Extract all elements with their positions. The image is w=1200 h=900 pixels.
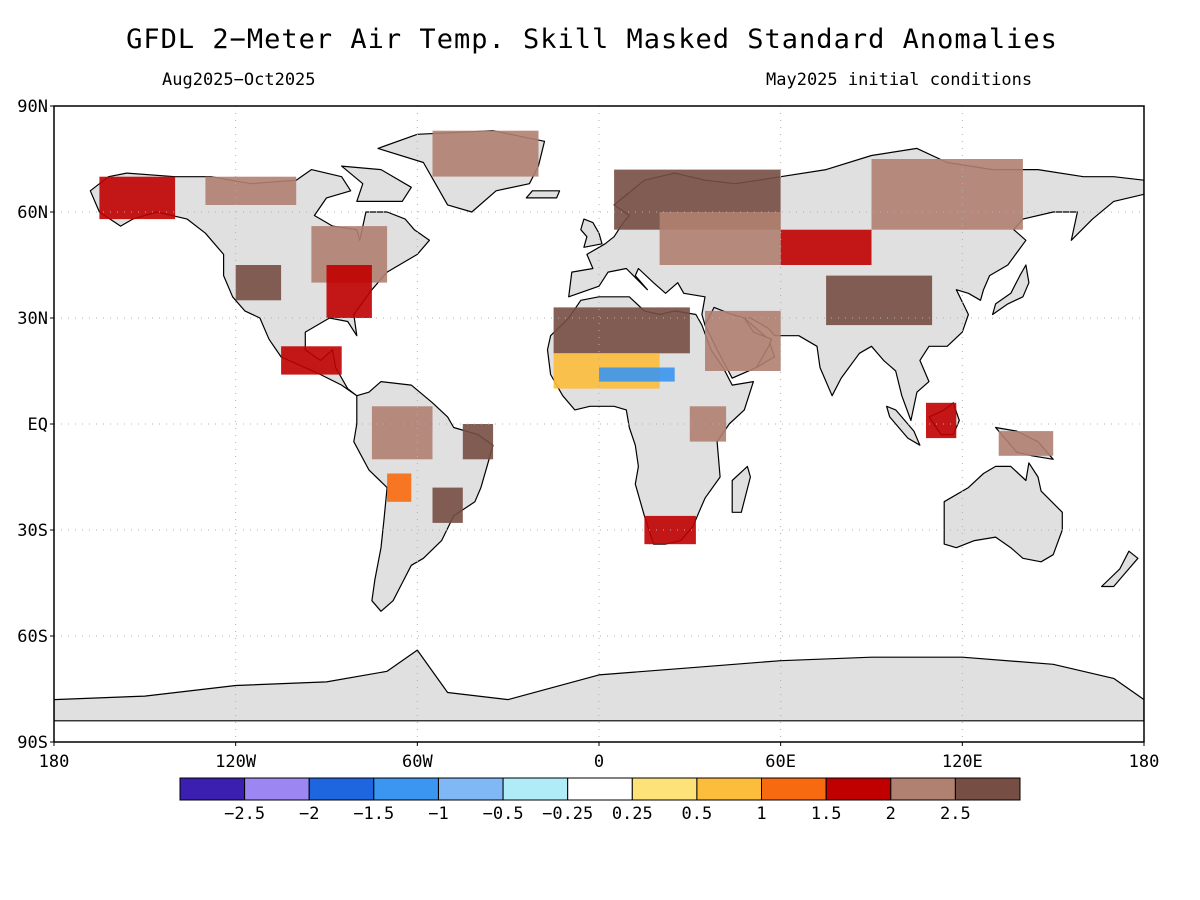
landmass-australia (943, 462, 1063, 563)
colorbar-swatch (179, 777, 246, 801)
lat-tick-label: 60S (17, 627, 48, 647)
lon-tick-label: 120E (942, 752, 983, 772)
colorbar-label: 2 (886, 804, 896, 824)
lon-tick-label: 120W (215, 752, 257, 772)
colorbar-label: 0.25 (612, 804, 653, 824)
anomaly-region (689, 406, 727, 442)
anomaly-region (871, 159, 1023, 230)
anomaly-region (926, 402, 957, 439)
colorbar-swatch (438, 777, 504, 801)
anomaly-region (462, 424, 494, 460)
colorbar-swatch (631, 777, 698, 801)
lat-tick-label: EQ (28, 415, 48, 435)
colorbar-label: −0.25 (542, 804, 593, 824)
lat-tick-label: 30S (17, 521, 48, 541)
colorbar-swatch (308, 777, 375, 801)
colorbar-swatch (954, 777, 1021, 801)
landmass-antarctica (54, 649, 1144, 722)
gridlines (54, 106, 1144, 742)
lat-tick-label: 90N (17, 97, 48, 117)
landmass-madagascar (731, 465, 751, 513)
lon-tick-label: 180 (39, 752, 70, 772)
anomaly-region (432, 487, 463, 523)
colorbar-label: 1.5 (811, 804, 842, 824)
colorbar-label: 1 (756, 804, 766, 824)
anomaly-region (235, 265, 282, 301)
lat-tick-label: 90S (17, 733, 48, 753)
longitude-axis: 180 120W 60W 0 60E 120E 180 (39, 742, 1160, 772)
latitude-axis: 90N 60N 30N EQ 30S 60S 90S (17, 97, 54, 753)
colorbar-swatch (890, 777, 956, 801)
lat-tick-label: 30N (17, 309, 48, 329)
colorbar-label: −0.5 (483, 804, 524, 824)
landmass-iceland (525, 190, 561, 199)
anomaly-region (432, 130, 539, 177)
anomaly-region (326, 265, 372, 318)
lon-tick-label: 60E (765, 752, 796, 772)
landmass-new-zealand (1101, 550, 1139, 588)
anomaly-region (826, 275, 933, 326)
landmass-uk (580, 218, 603, 248)
anomaly-region (387, 473, 412, 502)
anomaly-region (659, 212, 781, 265)
colorbar-swatch (696, 777, 763, 801)
colorbar-swatch (825, 777, 892, 801)
landmass-baffin-island (341, 165, 412, 202)
lon-tick-label: 180 (1129, 752, 1160, 772)
forecast-period: Aug2025−Oct2025 (162, 70, 316, 90)
landmass-sumatra (886, 405, 921, 446)
landmass-japan (992, 264, 1030, 316)
anomaly-region (705, 310, 781, 371)
lat-tick-label: 60N (17, 203, 48, 223)
map-title: GFDL 2−Meter Air Temp. Skill Masked Stan… (126, 24, 1058, 55)
initial-conditions: May2025 initial conditions (766, 70, 1033, 90)
colorbar-swatch (761, 777, 827, 801)
colorbar-label: −2.5 (224, 804, 265, 824)
colorbar-swatch (567, 777, 633, 801)
colorbar-label: 2.5 (940, 804, 971, 824)
colorbar-label: −2 (299, 804, 319, 824)
colorbar-swatch (373, 777, 439, 801)
colorbar-label: −1.5 (353, 804, 394, 824)
anomaly-layer (99, 130, 1054, 545)
anomaly-region (599, 367, 675, 382)
anomaly-region (281, 346, 342, 375)
lon-tick-label: 60W (402, 752, 433, 772)
colorbar-label: 0.5 (682, 804, 713, 824)
anomaly-region (99, 176, 176, 220)
anomaly-region (780, 229, 872, 265)
colorbar-label: −1 (428, 804, 448, 824)
lon-tick-label: 0 (594, 752, 604, 772)
anomaly-region (998, 431, 1054, 456)
colorbar-swatch (502, 777, 569, 801)
anomaly-region (205, 176, 297, 205)
anomaly-region (553, 307, 690, 354)
colorbar-swatch (244, 777, 310, 801)
colorbar: −2.5 −2 −1.5 −1 −0.5 −0.25 0.25 0.5 1 1.5 2 2.5 (179, 777, 1021, 824)
anomaly-region (371, 406, 433, 460)
